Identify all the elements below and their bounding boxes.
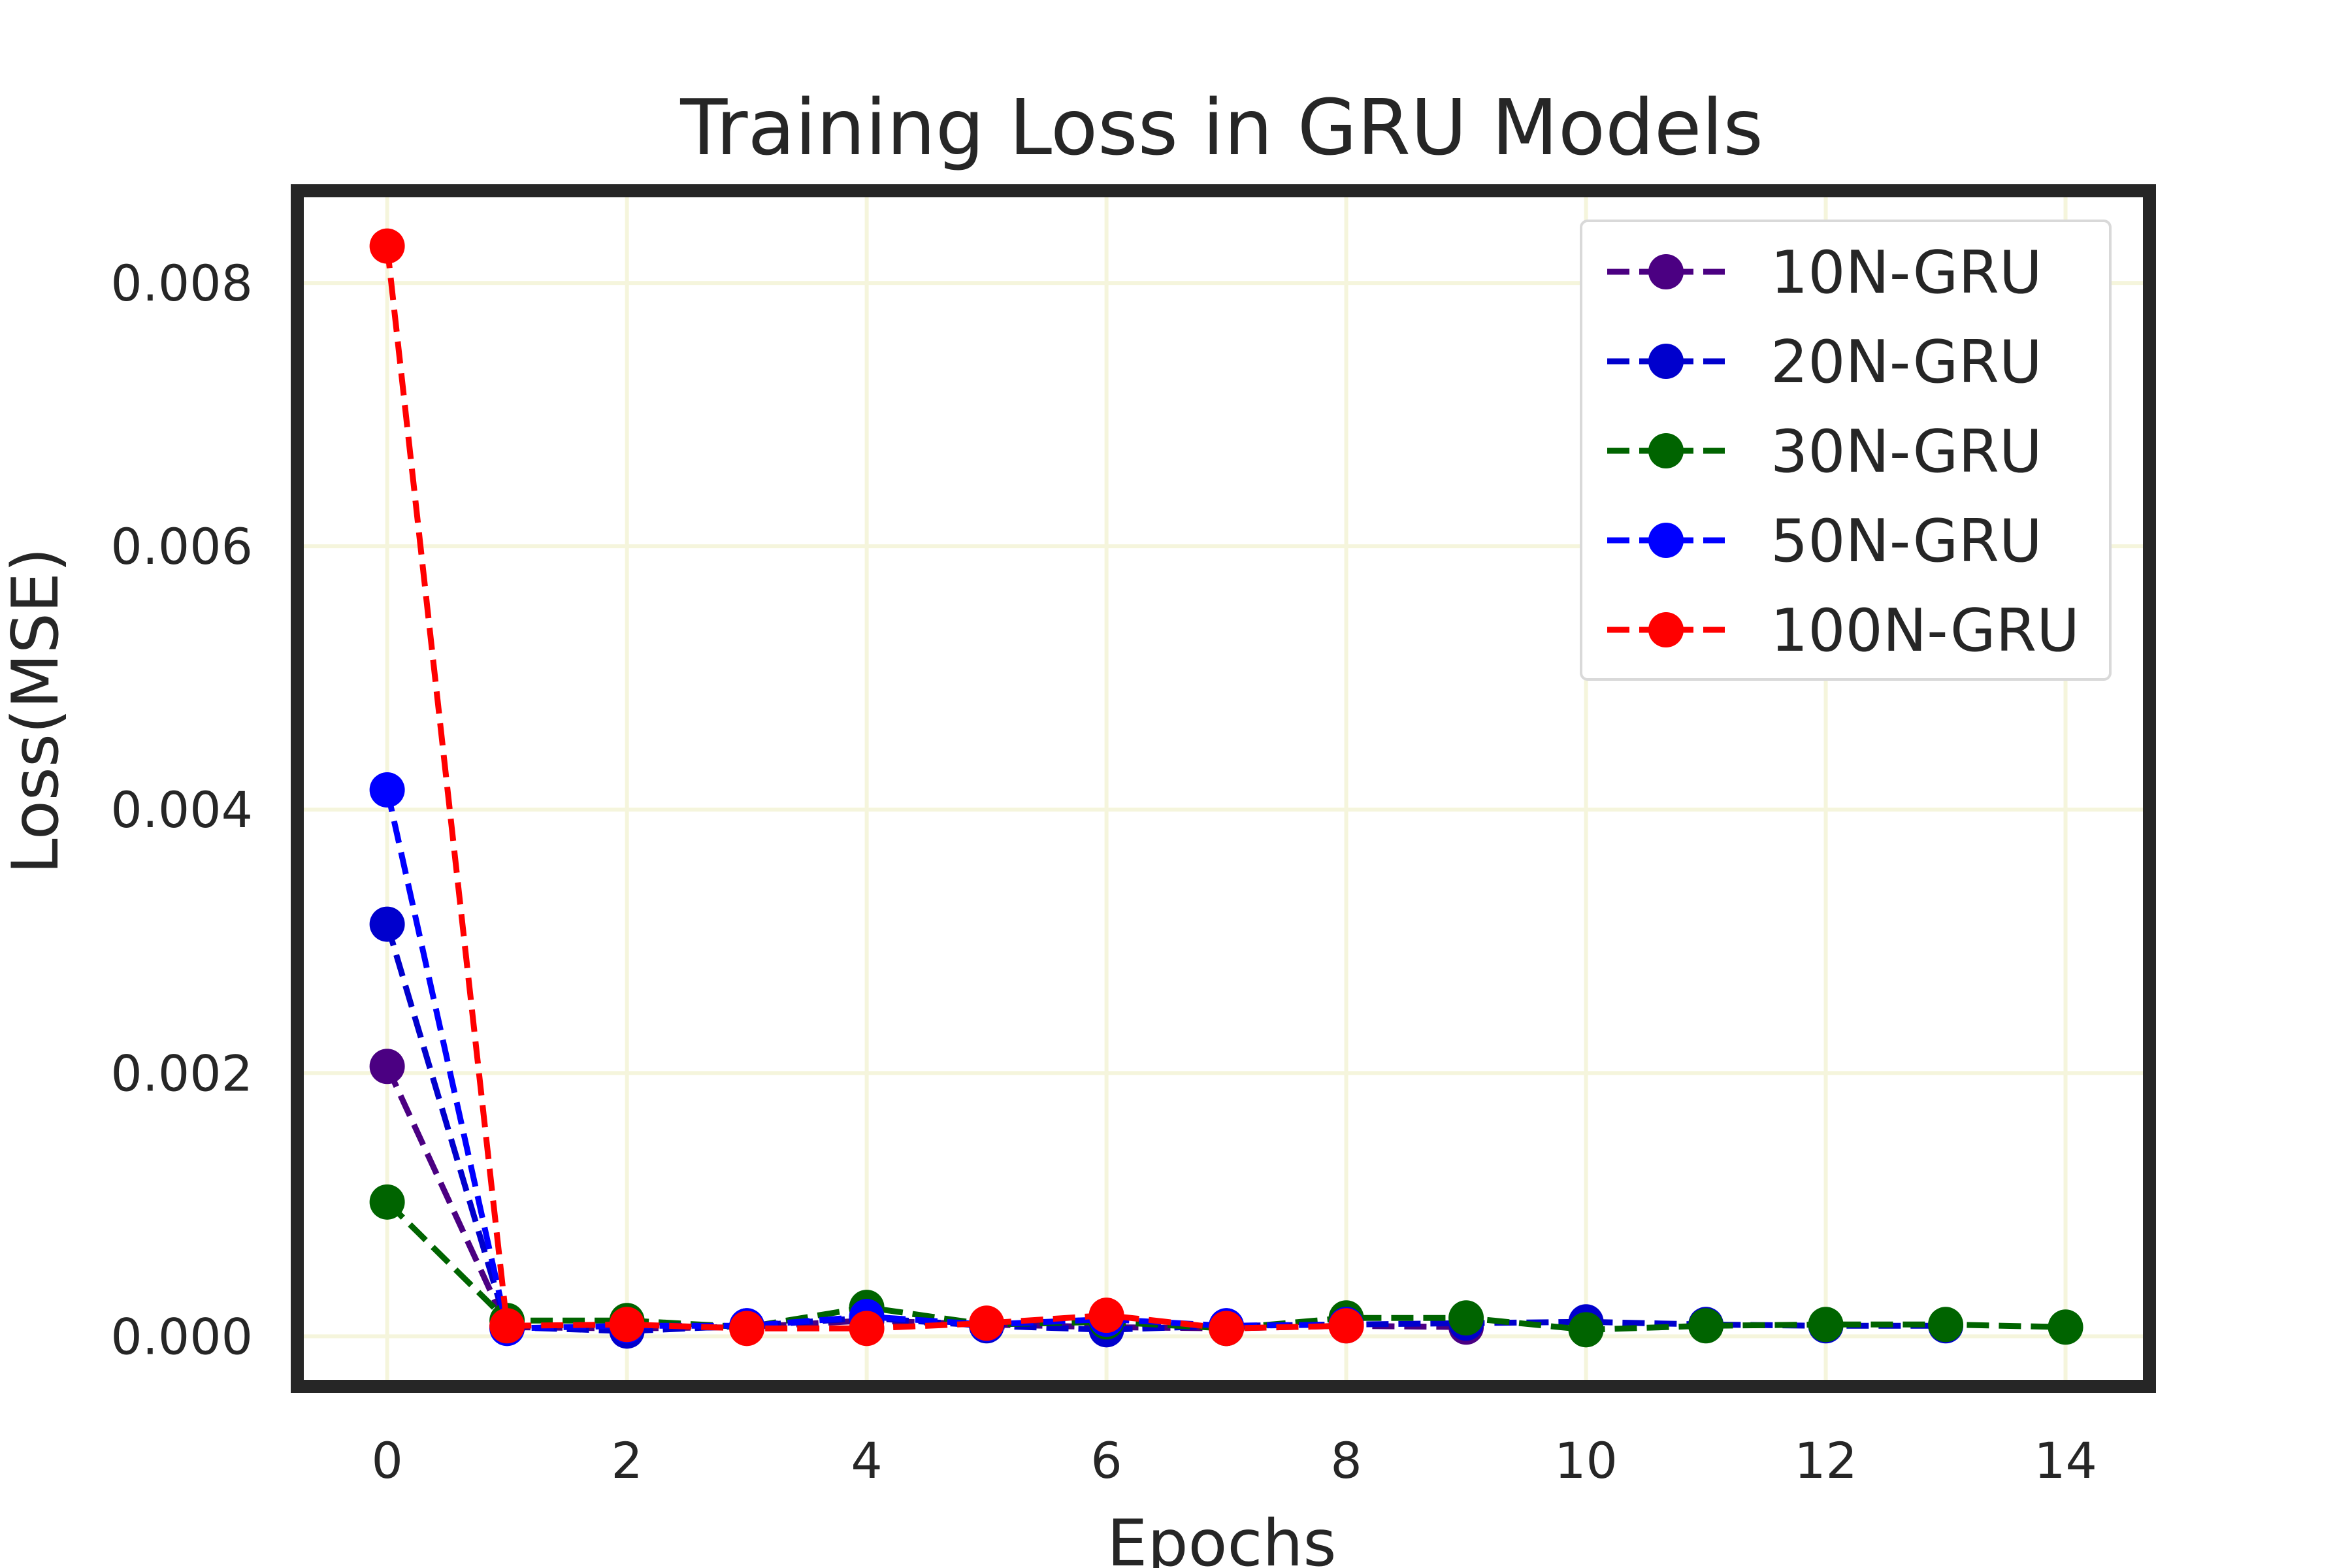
x-tick-label: 0 <box>371 1431 402 1490</box>
data-point <box>1209 1311 1245 1347</box>
data-point <box>729 1311 765 1347</box>
chart-title: Training Loss in GRU Models <box>679 82 1763 172</box>
legend-item: 10N-GRU <box>1607 238 2042 307</box>
legend-marker <box>1648 254 1684 289</box>
legend-item: 100N-GRU <box>1607 596 2080 665</box>
data-point <box>369 1184 405 1220</box>
data-point <box>1928 1307 1964 1343</box>
legend-label: 50N-GRU <box>1771 507 2042 576</box>
plot-frame <box>291 184 2156 1393</box>
legend-label: 100N-GRU <box>1771 596 2080 665</box>
data-point <box>609 1307 645 1343</box>
series-100n-gru <box>369 228 1364 1347</box>
data-point <box>969 1305 1005 1341</box>
y-axis-label: Loss(MSE) <box>0 547 73 874</box>
data-point <box>369 1049 405 1085</box>
x-axis-label: Epochs <box>1107 1507 1336 1568</box>
data-point <box>369 772 405 808</box>
series-layer <box>369 228 2083 1349</box>
legend-marker <box>1648 344 1684 379</box>
data-point <box>489 1308 525 1344</box>
data-point <box>849 1311 885 1347</box>
legend-label: 30N-GRU <box>1771 417 2042 486</box>
y-tick-label: 0.002 <box>110 1044 253 1102</box>
y-tick-label: 0.008 <box>110 254 253 312</box>
data-point <box>1808 1307 1844 1343</box>
legend-box <box>1580 220 2112 681</box>
x-tick-label: 10 <box>1554 1431 1618 1490</box>
x-tick-label: 14 <box>2034 1431 2097 1490</box>
legend-item: 50N-GRU <box>1607 507 2042 576</box>
data-point <box>369 906 405 942</box>
x-axis-ticks: 0 2 4 6 8 10 12 14 <box>371 1431 2097 1490</box>
data-point <box>2048 1309 2083 1345</box>
legend-marker <box>1648 612 1684 647</box>
legend-label: 10N-GRU <box>1771 238 2042 307</box>
x-tick-label: 4 <box>851 1431 882 1490</box>
y-tick-label: 0.006 <box>110 517 253 576</box>
data-point <box>1448 1300 1484 1336</box>
data-point <box>1328 1308 1364 1344</box>
legend-item: 20N-GRU <box>1607 328 2042 397</box>
data-point <box>1568 1312 1604 1348</box>
series-line <box>384 923 1946 1334</box>
legend: 10N-GRU 20N-GRU 30N-GRU 50N-GRU 100N-GRU <box>1580 220 2112 681</box>
data-point <box>1088 1298 1124 1333</box>
data-point <box>1688 1308 1724 1344</box>
x-tick-label: 6 <box>1090 1431 1122 1490</box>
data-point <box>369 228 405 264</box>
x-tick-label: 8 <box>1330 1431 1362 1490</box>
y-tick-label: 0.004 <box>110 781 253 839</box>
legend-label: 20N-GRU <box>1771 328 2042 397</box>
series-line <box>385 1200 2066 1333</box>
legend-marker <box>1648 523 1684 558</box>
x-tick-label: 12 <box>1794 1431 1857 1490</box>
y-axis-ticks: 0.000 0.002 0.004 0.006 0.008 <box>110 254 253 1365</box>
x-tick-label: 2 <box>611 1431 642 1490</box>
y-tick-label: 0.000 <box>110 1307 253 1365</box>
legend-item: 30N-GRU <box>1607 417 2042 486</box>
legend-marker <box>1648 433 1684 468</box>
